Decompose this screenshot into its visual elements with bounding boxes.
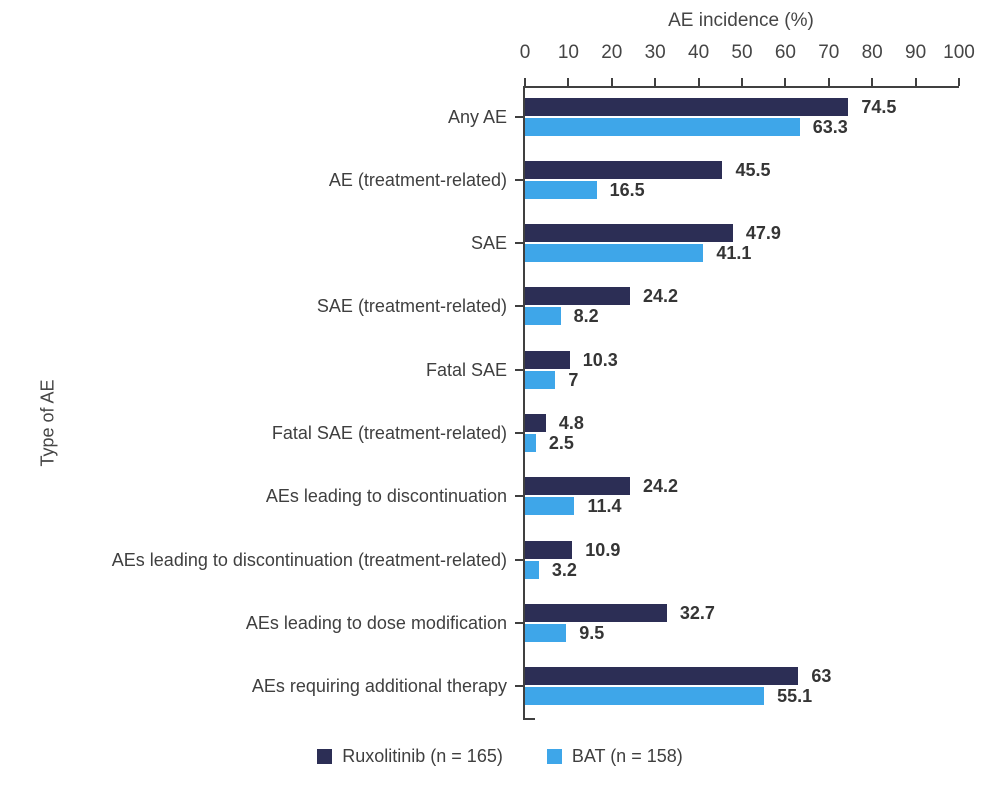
x-tick <box>784 78 787 86</box>
axis-foot-tick <box>523 718 535 720</box>
plot-area: 0 10 20 30 40 50 60 70 80 90 100 Any AE 74.5 63.3 AE (… <box>112 42 975 720</box>
category-tick <box>515 495 523 498</box>
bar-bat <box>525 180 597 199</box>
bar-ruxolitinib <box>525 160 723 179</box>
category-tick <box>515 305 523 308</box>
value-label: 24.2 <box>643 476 679 497</box>
x-tick-label: 50 <box>731 42 753 63</box>
value-label: 9.5 <box>579 622 605 643</box>
category-label: AEs leading to discontinuation (treatmen… <box>111 549 507 570</box>
bar-bat <box>525 687 765 706</box>
value-label: 2.5 <box>548 433 574 453</box>
bar-bat <box>525 244 704 263</box>
bar-bat <box>525 623 567 642</box>
x-tick <box>827 78 830 86</box>
legend-item-bat: BAT (n = 158) <box>546 746 683 767</box>
category-tick <box>515 432 523 434</box>
bar-ruxolitinib <box>525 287 631 306</box>
bar-ruxolitinib <box>525 224 733 243</box>
category-tick <box>515 178 523 181</box>
x-tick-label: 40 <box>688 42 710 63</box>
x-tick <box>958 78 960 86</box>
x-axis-title: AE incidence (%) <box>668 10 814 31</box>
value-label: 4.8 <box>558 413 584 433</box>
x-tick <box>697 78 700 86</box>
bar-ruxolitinib <box>525 414 546 432</box>
bar-ruxolitinib <box>525 603 667 622</box>
value-label: 11.4 <box>587 496 622 517</box>
x-tick-label: 10 <box>557 42 579 63</box>
legend: Ruxolitinib (n = 165) BAT (n = 158) <box>0 746 1000 767</box>
legend-swatch-bat <box>546 749 562 764</box>
x-tick-label: 30 <box>644 42 666 63</box>
x-tick-label: 80 <box>861 42 883 63</box>
bar-ruxolitinib <box>525 667 799 686</box>
category-label: Any AE <box>447 106 507 127</box>
x-tick-label: 90 <box>905 42 927 63</box>
x-tick-label: 100 <box>943 42 975 63</box>
category-tick <box>515 558 523 561</box>
x-tick <box>610 78 613 86</box>
category-tick <box>515 115 523 118</box>
value-label: 74.5 <box>861 96 897 117</box>
category-label: AEs leading to dose modification <box>245 612 507 633</box>
category-label: SAE <box>470 233 507 254</box>
category-label: Fatal SAE <box>425 359 507 380</box>
value-label: 63.3 <box>812 116 848 137</box>
bar-bat <box>525 560 539 579</box>
bar-bat <box>525 370 556 389</box>
legend-label: BAT (n = 158) <box>571 746 683 766</box>
value-label: 7 <box>568 369 579 390</box>
x-tick <box>567 78 570 86</box>
value-label: 16.5 <box>609 179 645 200</box>
value-label: 63 <box>811 666 832 687</box>
category-label: AEs leading to discontinuation <box>265 486 507 507</box>
bar-ruxolitinib <box>525 477 631 496</box>
bar-bat <box>525 497 575 516</box>
x-tick <box>524 78 526 86</box>
value-label: 24.2 <box>643 286 679 307</box>
value-label: 10.3 <box>582 349 618 370</box>
bar-ruxolitinib <box>525 350 570 369</box>
x-tick <box>914 78 917 86</box>
category-tick <box>515 368 523 371</box>
bar-bat <box>525 434 536 452</box>
value-label: 3.2 <box>551 559 577 580</box>
bar-ruxolitinib <box>525 97 849 116</box>
x-tick <box>741 78 743 86</box>
value-label: 55.1 <box>777 686 813 707</box>
value-label: 10.9 <box>585 539 621 560</box>
category-tick <box>515 685 523 688</box>
category-tick <box>515 621 523 624</box>
value-label: 47.9 <box>745 223 781 244</box>
legend-swatch-ruxolitinib <box>317 749 333 764</box>
value-label: 41.1 <box>716 243 752 264</box>
bar-bat <box>525 307 561 326</box>
category-label: AEs requiring additional therapy <box>251 676 507 697</box>
legend-label: Ruxolitinib (n = 165) <box>342 746 503 766</box>
value-label: 45.5 <box>735 159 771 180</box>
legend-item-ruxolitinib: Ruxolitinib (n = 165) <box>317 746 503 767</box>
x-tick <box>871 78 874 86</box>
bar-bat <box>525 117 800 136</box>
bar-ruxolitinib <box>525 540 573 559</box>
value-label: 8.2 <box>573 306 599 327</box>
category-label: Fatal SAE (treatment-related) <box>271 423 507 443</box>
x-tick-label: 0 <box>519 42 531 63</box>
x-tick <box>654 78 657 86</box>
category-label: SAE (treatment-related) <box>316 296 507 317</box>
value-label: 32.7 <box>679 602 715 623</box>
x-tick-label: 20 <box>601 42 623 63</box>
x-tick-label: 60 <box>774 42 796 63</box>
category-tick <box>515 242 523 245</box>
x-tick-label: 70 <box>818 42 840 63</box>
category-label: AE (treatment-related) <box>328 169 507 190</box>
